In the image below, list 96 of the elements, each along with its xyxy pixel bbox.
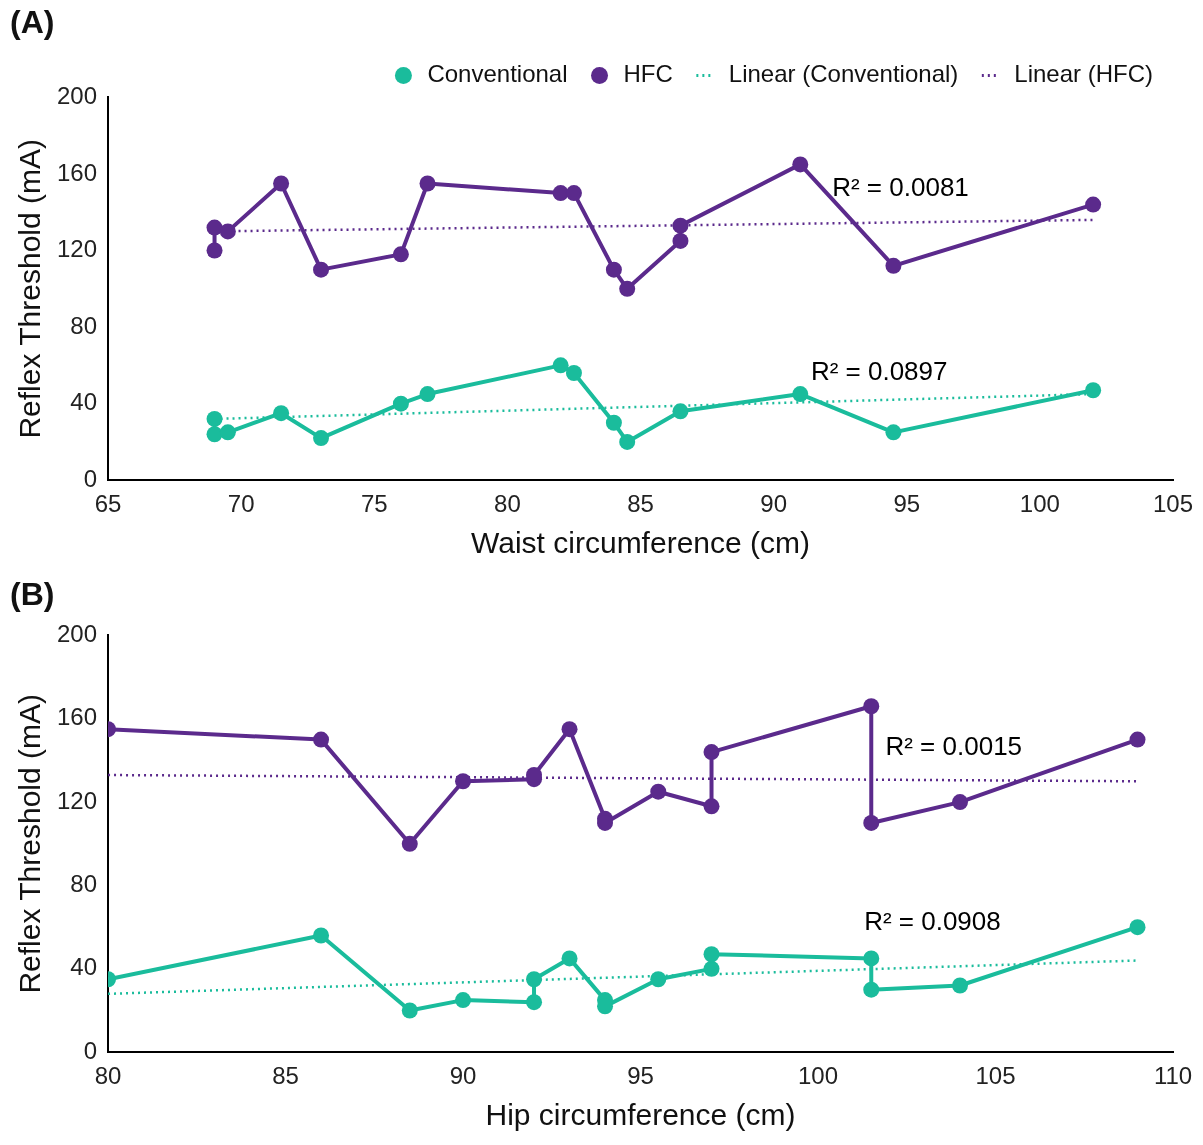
legend-label: HFC xyxy=(623,60,673,88)
legend-label: Linear (Conventional) xyxy=(728,60,959,88)
point xyxy=(619,433,636,450)
x-tick-label: 100 xyxy=(1019,490,1060,518)
annotation: R² = 0.0897 xyxy=(810,356,948,387)
point xyxy=(273,175,290,192)
point xyxy=(703,946,720,963)
y-tick-label: 200 xyxy=(57,82,98,110)
point xyxy=(565,365,582,382)
point xyxy=(672,217,689,234)
point xyxy=(650,783,667,800)
annotation: R² = 0.0081 xyxy=(832,172,969,203)
x-axis-title: Hip circumference (cm) xyxy=(485,1098,796,1132)
x-tick-label: 80 xyxy=(494,490,521,518)
y-axis-title: Reflex Threshold (mA) xyxy=(13,694,47,994)
legend-label: Conventional xyxy=(427,60,568,88)
point xyxy=(792,156,809,173)
point xyxy=(672,403,689,420)
point xyxy=(885,424,902,441)
point xyxy=(863,698,880,715)
point xyxy=(206,219,223,236)
y-tick-label: 120 xyxy=(57,786,98,814)
point xyxy=(401,835,418,852)
point xyxy=(952,794,969,811)
point xyxy=(419,175,436,192)
y-tick-label: 120 xyxy=(57,235,98,263)
point xyxy=(703,798,720,815)
x-tick-label: 70 xyxy=(227,490,255,518)
point xyxy=(206,410,223,427)
x-tick-label: 105 xyxy=(975,1062,1016,1090)
point xyxy=(565,185,582,202)
x-tick-label: 95 xyxy=(627,1062,654,1090)
point xyxy=(552,357,569,374)
point xyxy=(419,386,436,403)
x-tick-label: 110 xyxy=(1153,1062,1193,1090)
point xyxy=(605,414,622,431)
point xyxy=(219,424,236,441)
point xyxy=(392,246,409,263)
point xyxy=(1129,919,1146,936)
x-tick-label: 100 xyxy=(797,1062,839,1090)
y-tick-label: 160 xyxy=(57,703,98,731)
point xyxy=(313,731,330,748)
point xyxy=(619,280,636,297)
point xyxy=(863,981,880,998)
point xyxy=(1129,731,1146,748)
legend-label: Linear (HFC) xyxy=(1014,60,1154,88)
point xyxy=(863,950,880,967)
point xyxy=(605,261,622,278)
x-tick-label: 105 xyxy=(1152,490,1194,518)
y-axis-title: Reflex Threshold (mA) xyxy=(13,139,47,439)
point xyxy=(313,261,330,278)
x-tick-label: 95 xyxy=(893,490,921,518)
point xyxy=(313,430,330,447)
point xyxy=(401,1002,418,1019)
x-tick-label: 90 xyxy=(449,1062,477,1090)
y-tick-label: 160 xyxy=(57,158,98,186)
y-tick-label: 0 xyxy=(83,1036,98,1064)
point xyxy=(455,992,472,1009)
annotation: R² = 0.0908 xyxy=(864,906,1001,937)
y-tick-label: 0 xyxy=(83,464,98,492)
point xyxy=(885,257,902,274)
x-tick-label: 85 xyxy=(627,490,654,518)
x-axis-title: Waist circumference (cm) xyxy=(471,526,810,560)
point xyxy=(561,950,578,967)
y-tick-label: 80 xyxy=(70,870,98,898)
point xyxy=(219,223,236,240)
point xyxy=(313,927,330,944)
y-tick-label: 200 xyxy=(57,620,98,648)
x-tick-label: 75 xyxy=(360,490,388,518)
point xyxy=(206,242,223,259)
point xyxy=(392,395,409,412)
x-tick-label: 90 xyxy=(760,490,787,518)
point xyxy=(703,744,720,761)
annotation: R² = 0.0015 xyxy=(885,731,1023,762)
point xyxy=(526,994,543,1011)
point xyxy=(672,232,689,249)
point xyxy=(863,814,880,831)
y-tick-label: 40 xyxy=(70,388,98,416)
point xyxy=(561,721,578,738)
point xyxy=(273,405,290,422)
point xyxy=(552,185,569,202)
x-tick-label: 65 xyxy=(94,490,122,518)
point xyxy=(650,971,667,988)
y-tick-label: 40 xyxy=(70,953,98,981)
y-tick-label: 80 xyxy=(70,311,98,339)
point xyxy=(1085,196,1102,213)
chart-title: (A) xyxy=(10,4,55,41)
point xyxy=(1085,382,1102,399)
point xyxy=(455,773,472,790)
point xyxy=(206,426,223,443)
point xyxy=(526,971,543,988)
point xyxy=(792,386,809,403)
point xyxy=(703,960,720,977)
point xyxy=(952,977,969,994)
x-tick-label: 85 xyxy=(272,1062,299,1090)
chart-title: (B) xyxy=(10,576,55,613)
